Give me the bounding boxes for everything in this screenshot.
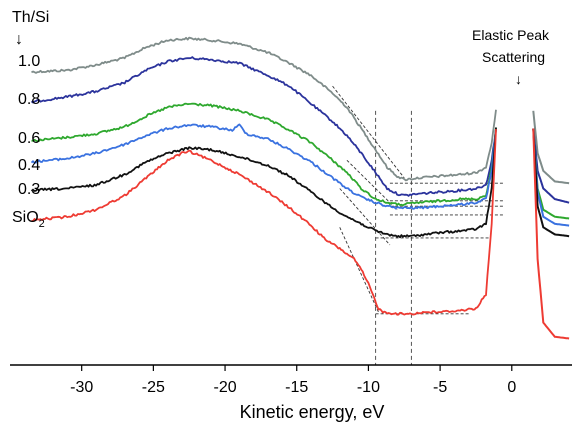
legend-header: Th/Si xyxy=(12,9,49,26)
elastic-peak-annotation-arrow: ↓ xyxy=(515,71,522,87)
series-line-SiO2 xyxy=(31,129,497,316)
slope-line-1.0 xyxy=(332,85,405,179)
series-label-SiO2: SiO2 xyxy=(12,209,45,230)
elastic-peak-annotation-line1: Elastic Peak xyxy=(472,27,550,43)
elastic-peak-tail-0.4 xyxy=(532,128,570,227)
series-line-0.4 xyxy=(30,123,497,210)
series-label-0.3: 0.3 xyxy=(18,181,40,198)
series-layer xyxy=(30,36,570,340)
x-tick-label: 0 xyxy=(507,379,516,396)
x-tick-label: -10 xyxy=(357,379,380,396)
x-tick-label: -25 xyxy=(142,379,165,396)
series-labels: 1.0 0.8 0.6 0.4 0.3 SiO2 xyxy=(12,53,45,230)
series-line-0.6 xyxy=(31,102,497,207)
slope-line-0.6 xyxy=(346,159,398,211)
elastic-peak-tail-1.0 xyxy=(532,110,570,185)
x-tick-label: -30 xyxy=(70,379,93,396)
series-line-1.0 xyxy=(31,36,497,182)
slope-line-0.3 xyxy=(339,188,391,246)
series-label-0.6: 0.6 xyxy=(18,130,40,147)
series-label-0.4: 0.4 xyxy=(18,157,40,174)
x-tick-label: -20 xyxy=(213,379,236,396)
elastic-peak-tail-0.3 xyxy=(532,128,570,238)
x-axis: -30 -25 -20 -15 -10 -5 0 xyxy=(10,364,572,396)
legend-arrow: ↓ xyxy=(15,31,23,48)
elastic-peak-annotation-line2: Scattering xyxy=(482,49,545,65)
x-axis-title: Kinetic energy, eV xyxy=(240,402,385,422)
elastic-peak-tail-SiO2 xyxy=(532,128,570,340)
series-line-0.8 xyxy=(30,56,497,197)
series-label-0.8: 0.8 xyxy=(18,91,40,108)
x-tick-label: -5 xyxy=(433,379,447,396)
x-tick-label: -15 xyxy=(285,379,308,396)
guide-lines xyxy=(332,85,505,365)
slope-line-SiO2 xyxy=(339,227,379,313)
series-label-1.0: 1.0 xyxy=(18,53,40,70)
elastic-peak-tail-0.6 xyxy=(532,128,570,220)
series-line-0.3 xyxy=(30,127,497,239)
elastic-peak-tail-0.8 xyxy=(532,128,570,204)
